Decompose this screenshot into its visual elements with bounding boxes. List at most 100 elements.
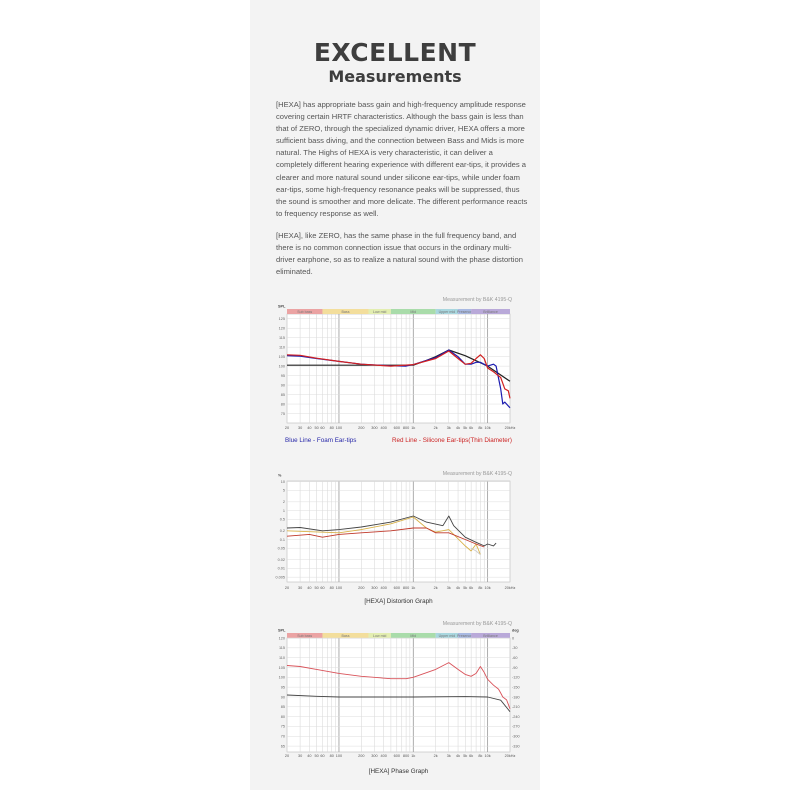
text-block: [HEXA] has appropriate bass gain and hig…: [276, 99, 530, 278]
x-tick-label: 300: [371, 426, 377, 430]
x-tick-label: 5k: [463, 586, 467, 590]
x-tick-label: 80: [330, 586, 334, 590]
x-tick-label: 60: [320, 586, 324, 590]
x-tick-label: 80: [330, 754, 334, 758]
band-label: Sub bass: [297, 634, 312, 638]
x-tick-label: 1k: [411, 754, 415, 758]
x-tick-label: 100: [336, 754, 342, 758]
x-tick-label: 10k: [485, 586, 491, 590]
y-tick-label: 0.1: [280, 538, 285, 542]
series-line-3: [286, 350, 511, 399]
x-tick-label: 1k: [411, 426, 415, 430]
y-tick-label: 90: [281, 383, 285, 387]
y2-tick-label: 0: [512, 636, 514, 640]
y-tick-label: 0.5: [280, 518, 285, 522]
series-line-2: [286, 694, 511, 712]
y2-axis-label: deg: [512, 629, 519, 633]
y2-tick-label: -180: [512, 695, 520, 699]
band-mid: [390, 633, 436, 638]
x-tick-label: 60: [320, 426, 324, 430]
x-tick-label: 40: [307, 754, 311, 758]
x-tick-label: 30: [298, 426, 302, 430]
band-label: Brilliance: [483, 310, 498, 314]
y-tick-label: 70: [281, 735, 285, 739]
x-tick-label: 2k: [434, 754, 438, 758]
x-tick-label: 300: [371, 586, 377, 590]
x-tick-label: 200: [358, 426, 364, 430]
band-label: Mid: [410, 634, 416, 638]
y2-tick-label: -90: [512, 666, 518, 670]
x-tick-label: 800: [403, 426, 409, 430]
x-tick-label: 20kHz: [505, 754, 516, 758]
y-tick-label: 105: [279, 355, 285, 359]
page-subtitle: Measurements: [328, 67, 462, 86]
x-tick-label: 3k: [447, 754, 451, 758]
band-mid: [390, 309, 436, 314]
x-tick-label: 4k: [456, 586, 460, 590]
y-tick-label: 85: [281, 393, 285, 397]
y2-tick-label: -30: [512, 646, 518, 650]
band-upper-mid: [435, 309, 459, 314]
y-axis-label: SPL: [278, 305, 286, 309]
x-tick-label: 4k: [456, 754, 460, 758]
page-title: EXCELLENT: [313, 38, 477, 67]
y-tick-label: 80: [281, 715, 285, 719]
y-tick-label: 0.2: [280, 529, 285, 533]
legend-silicone: Red Line - Silicone Ear-tips(Thin Diamet…: [392, 437, 512, 444]
x-tick-label: 400: [381, 754, 387, 758]
band-label: Brilliance: [483, 634, 498, 638]
band-brilliance: [471, 633, 510, 638]
y-tick-label: 75: [281, 725, 285, 729]
measurement-credit: Measurement by B&K 4195-Q: [443, 297, 512, 303]
band-sub-bass: [287, 633, 323, 638]
x-tick-label: 50: [314, 586, 318, 590]
band-label: Presence: [457, 634, 472, 638]
y-axis-label: %: [278, 474, 282, 478]
y-tick-label: 75: [281, 412, 285, 416]
x-tick-label: 20: [285, 754, 289, 758]
chart-title: [HEXA] Phase Graph: [369, 768, 429, 775]
x-tick-label: 50: [314, 754, 318, 758]
x-tick-label: 30: [298, 586, 302, 590]
y-tick-label: 0.005: [275, 575, 285, 579]
y-tick-label: 1: [283, 509, 285, 513]
band-label: Low mid: [373, 634, 386, 638]
x-tick-label: 400: [381, 586, 387, 590]
band-bass: [322, 633, 369, 638]
x-tick-label: 8k: [478, 586, 482, 590]
y-tick-label: 5: [283, 489, 285, 493]
x-tick-label: 400: [381, 426, 387, 430]
y-tick-label: 0.02: [278, 558, 285, 562]
y-tick-label: 105: [279, 666, 285, 670]
x-tick-label: 200: [358, 754, 364, 758]
band-label: Upper mid: [439, 634, 456, 638]
x-tick-label: 800: [403, 586, 409, 590]
x-tick-label: 200: [358, 586, 364, 590]
band-label: Bass: [342, 310, 350, 314]
x-tick-label: 8k: [478, 754, 482, 758]
band-label: Mid: [410, 310, 416, 314]
y-tick-label: 100: [279, 364, 285, 368]
x-tick-label: 100: [336, 426, 342, 430]
series-line-1: [286, 515, 497, 547]
x-tick-label: 6k: [469, 426, 473, 430]
y-tick-label: 120: [279, 327, 285, 331]
x-tick-label: 60: [320, 754, 324, 758]
y-tick-label: 90: [281, 695, 285, 699]
x-tick-label: 6k: [469, 754, 473, 758]
chart-title: [HEXA] Distortion Graph: [364, 598, 433, 605]
band-label: Bass: [342, 634, 350, 638]
band-brilliance: [471, 309, 510, 314]
y-tick-label: 110: [279, 345, 285, 349]
chart-1: Measurement by B&K 4195-Q Sub bass Bass Low…: [278, 297, 515, 444]
x-tick-label: 20kHz: [505, 586, 516, 590]
x-tick-label: 800: [403, 754, 409, 758]
band-presence: [458, 633, 472, 638]
x-tick-label: 10k: [485, 754, 491, 758]
x-tick-label: 3k: [447, 426, 451, 430]
plot-area: [286, 637, 511, 753]
band-label: Upper mid: [439, 310, 456, 314]
x-tick-label: 1k: [411, 586, 415, 590]
y-tick-label: 110: [279, 656, 285, 660]
